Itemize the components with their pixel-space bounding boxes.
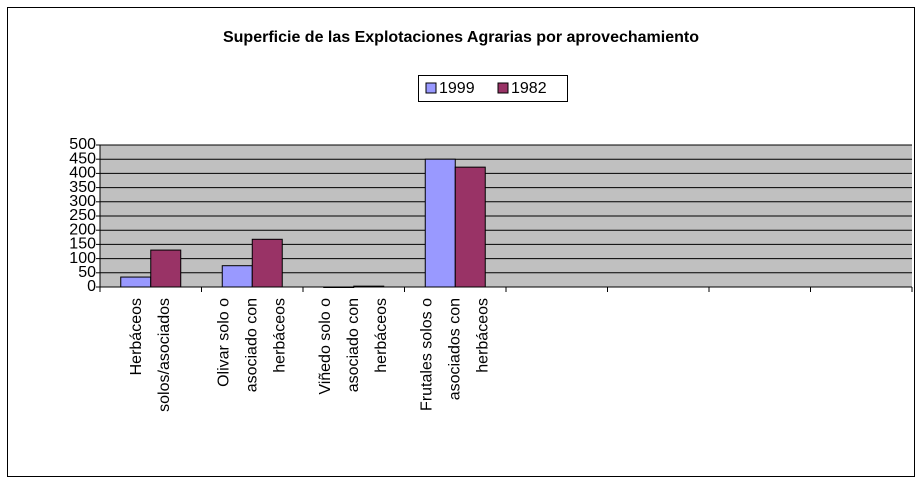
bar xyxy=(353,285,385,288)
bar xyxy=(424,158,456,288)
bar xyxy=(454,166,486,288)
y-tick-label: 450 xyxy=(69,150,96,167)
bar xyxy=(221,265,253,288)
x-tick-label: asociado con xyxy=(243,298,260,392)
y-tick-label: 0 xyxy=(87,278,96,295)
y-tick-label: 400 xyxy=(69,165,96,182)
x-tick-label: Viñedo solo o xyxy=(317,298,334,395)
y-tick-label: 300 xyxy=(69,193,96,210)
y-tick-label: 100 xyxy=(69,250,96,267)
chart-title: Superficie de las Explotaciones Agrarias… xyxy=(223,29,699,46)
y-tick-label: 200 xyxy=(69,221,96,238)
y-tick-label: 50 xyxy=(78,264,96,281)
x-tick-label: herbáceos xyxy=(373,298,390,373)
legend-label: 1982 xyxy=(511,80,547,97)
x-tick-label: solos/asociados xyxy=(156,298,173,412)
x-tick-label: Herbáceos xyxy=(128,298,145,375)
y-tick-label: 150 xyxy=(69,236,96,253)
x-tick-label: Olivar solo o xyxy=(215,298,232,387)
y-tick-label: 500 xyxy=(69,136,96,153)
y-tick-label: 350 xyxy=(69,179,96,196)
legend-box xyxy=(418,75,568,102)
bar xyxy=(323,286,355,288)
x-tick-label: herbáceos xyxy=(474,298,491,373)
x-tick-label: Frutales solos o xyxy=(418,298,435,411)
bar xyxy=(120,276,152,288)
y-tick-label: 250 xyxy=(69,207,96,224)
bar xyxy=(150,249,182,288)
x-tick-label: herbáceos xyxy=(271,298,288,373)
legend-swatch xyxy=(497,82,509,94)
x-tick-label: asociados con xyxy=(446,298,463,400)
legend-label: 1999 xyxy=(439,80,475,97)
legend-swatch xyxy=(425,82,437,94)
x-tick-label: asociado con xyxy=(345,298,362,392)
bar xyxy=(251,238,283,288)
